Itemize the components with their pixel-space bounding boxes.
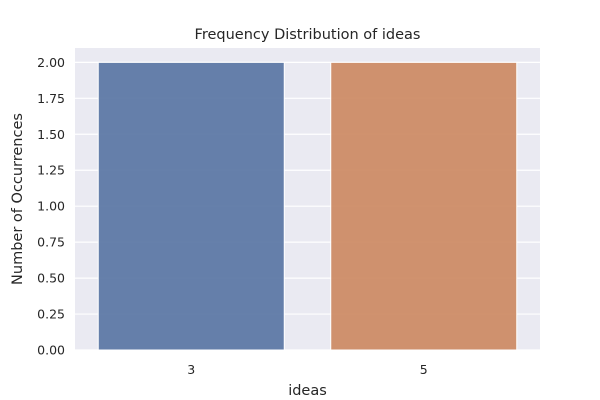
y-tick-label: 1.75 <box>37 91 65 106</box>
x-tick-label: 5 <box>420 362 428 377</box>
x-tick-label: 3 <box>187 362 195 377</box>
y-tick-label: 0.50 <box>37 271 65 286</box>
chart-title: Frequency Distribution of ideas <box>195 27 421 43</box>
y-axis-label: Number of Occurrences <box>10 113 26 285</box>
bar-5 <box>330 61 518 351</box>
y-tick-label: 1.50 <box>37 127 65 142</box>
y-tick-labels: 0.00 0.25 0.50 0.75 1.00 1.25 1.50 1.75 2.00 <box>37 55 65 358</box>
y-tick-label: 0.00 <box>37 343 65 358</box>
y-tick-label: 1.25 <box>37 163 65 178</box>
y-tick-label: 0.75 <box>37 235 65 250</box>
y-tick-label: 0.25 <box>37 307 65 322</box>
x-axis-label: ideas <box>288 383 327 399</box>
y-tick-label: 2.00 <box>37 55 65 70</box>
bars <box>97 61 518 351</box>
y-tick-label: 1.00 <box>37 199 65 214</box>
bar-3 <box>97 61 285 351</box>
